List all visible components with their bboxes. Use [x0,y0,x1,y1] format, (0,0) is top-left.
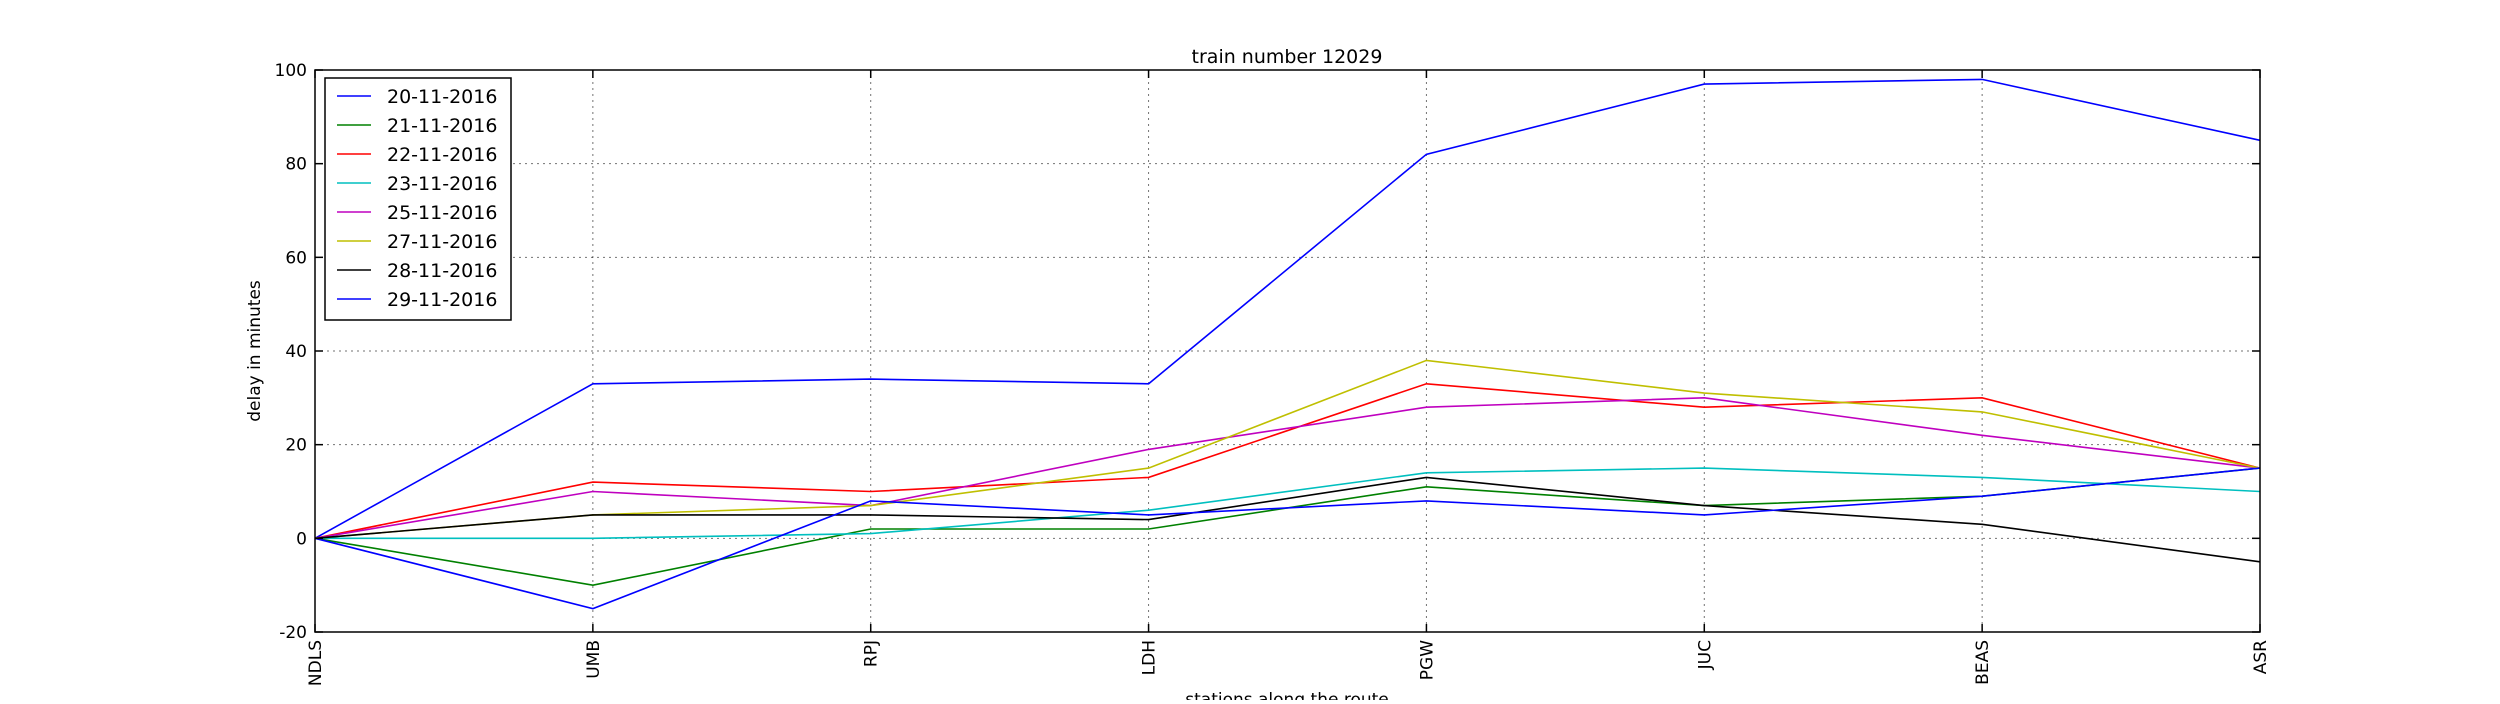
legend: 20-11-2016 21-11-2016 22-11-2016 23-11-2016… [324,77,512,321]
series-line-27-11-2016 [314,359,2261,540]
series-line-22-11-2016 [314,382,2261,540]
x-tick-label: NDLS [306,640,326,686]
x-tick-label: JUC [1695,640,1715,670]
y-tick-label: 100 [275,61,307,81]
y-tick-labels: -20 0 20 40 60 80 100 [275,61,307,643]
legend-box [324,77,512,321]
x-tick-label: BEAS [1973,640,1993,685]
grid [314,69,2261,633]
y-tick-label: 40 [285,342,307,362]
x-tick-label: PGW [1417,640,1437,680]
y-tick-label: 80 [285,155,307,175]
ticks [314,69,2261,633]
legend-label: 28-11-2016 [387,260,497,282]
x-tick-label: UMB [584,640,604,679]
series-line-28-11-2016 [314,476,2261,563]
legend-entries: 20-11-2016 21-11-2016 22-11-2016 23-11-2016… [337,86,497,311]
x-axis-label: stations along the route [1185,690,1389,700]
series-line-23-11-2016 [315,467,2261,540]
y-tick-label: 0 [296,529,307,549]
series-line-21-11-2016 [314,467,2261,587]
legend-label: 27-11-2016 [387,231,497,253]
series-line-20-11-2016 [314,78,2261,539]
series-line-29-11-2016 [314,467,2261,610]
chart-title: train number 12029 [1192,46,1383,68]
legend-label: 29-11-2016 [387,289,497,311]
legend-label: 23-11-2016 [387,173,497,195]
y-tick-label: 60 [285,248,307,268]
y-axis-label: delay in minutes [245,280,265,422]
x-tick-label: LDH [1140,640,1160,675]
legend-label: 25-11-2016 [387,202,497,224]
y-tick-label: -20 [279,623,307,643]
x-tick-label: RPJ [862,640,882,667]
series-lines [314,78,2261,610]
x-tick-label: ASR [2251,640,2271,674]
y-tick-label: 20 [285,436,307,456]
x-tick-labels: NDLS UMB RPJ LDH PGW JUC BEAS ASR [306,640,2271,686]
legend-label: 22-11-2016 [387,144,497,166]
legend-label: 20-11-2016 [387,86,497,108]
series-line-25-11-2016 [314,396,2261,540]
legend-label: 21-11-2016 [387,115,497,137]
